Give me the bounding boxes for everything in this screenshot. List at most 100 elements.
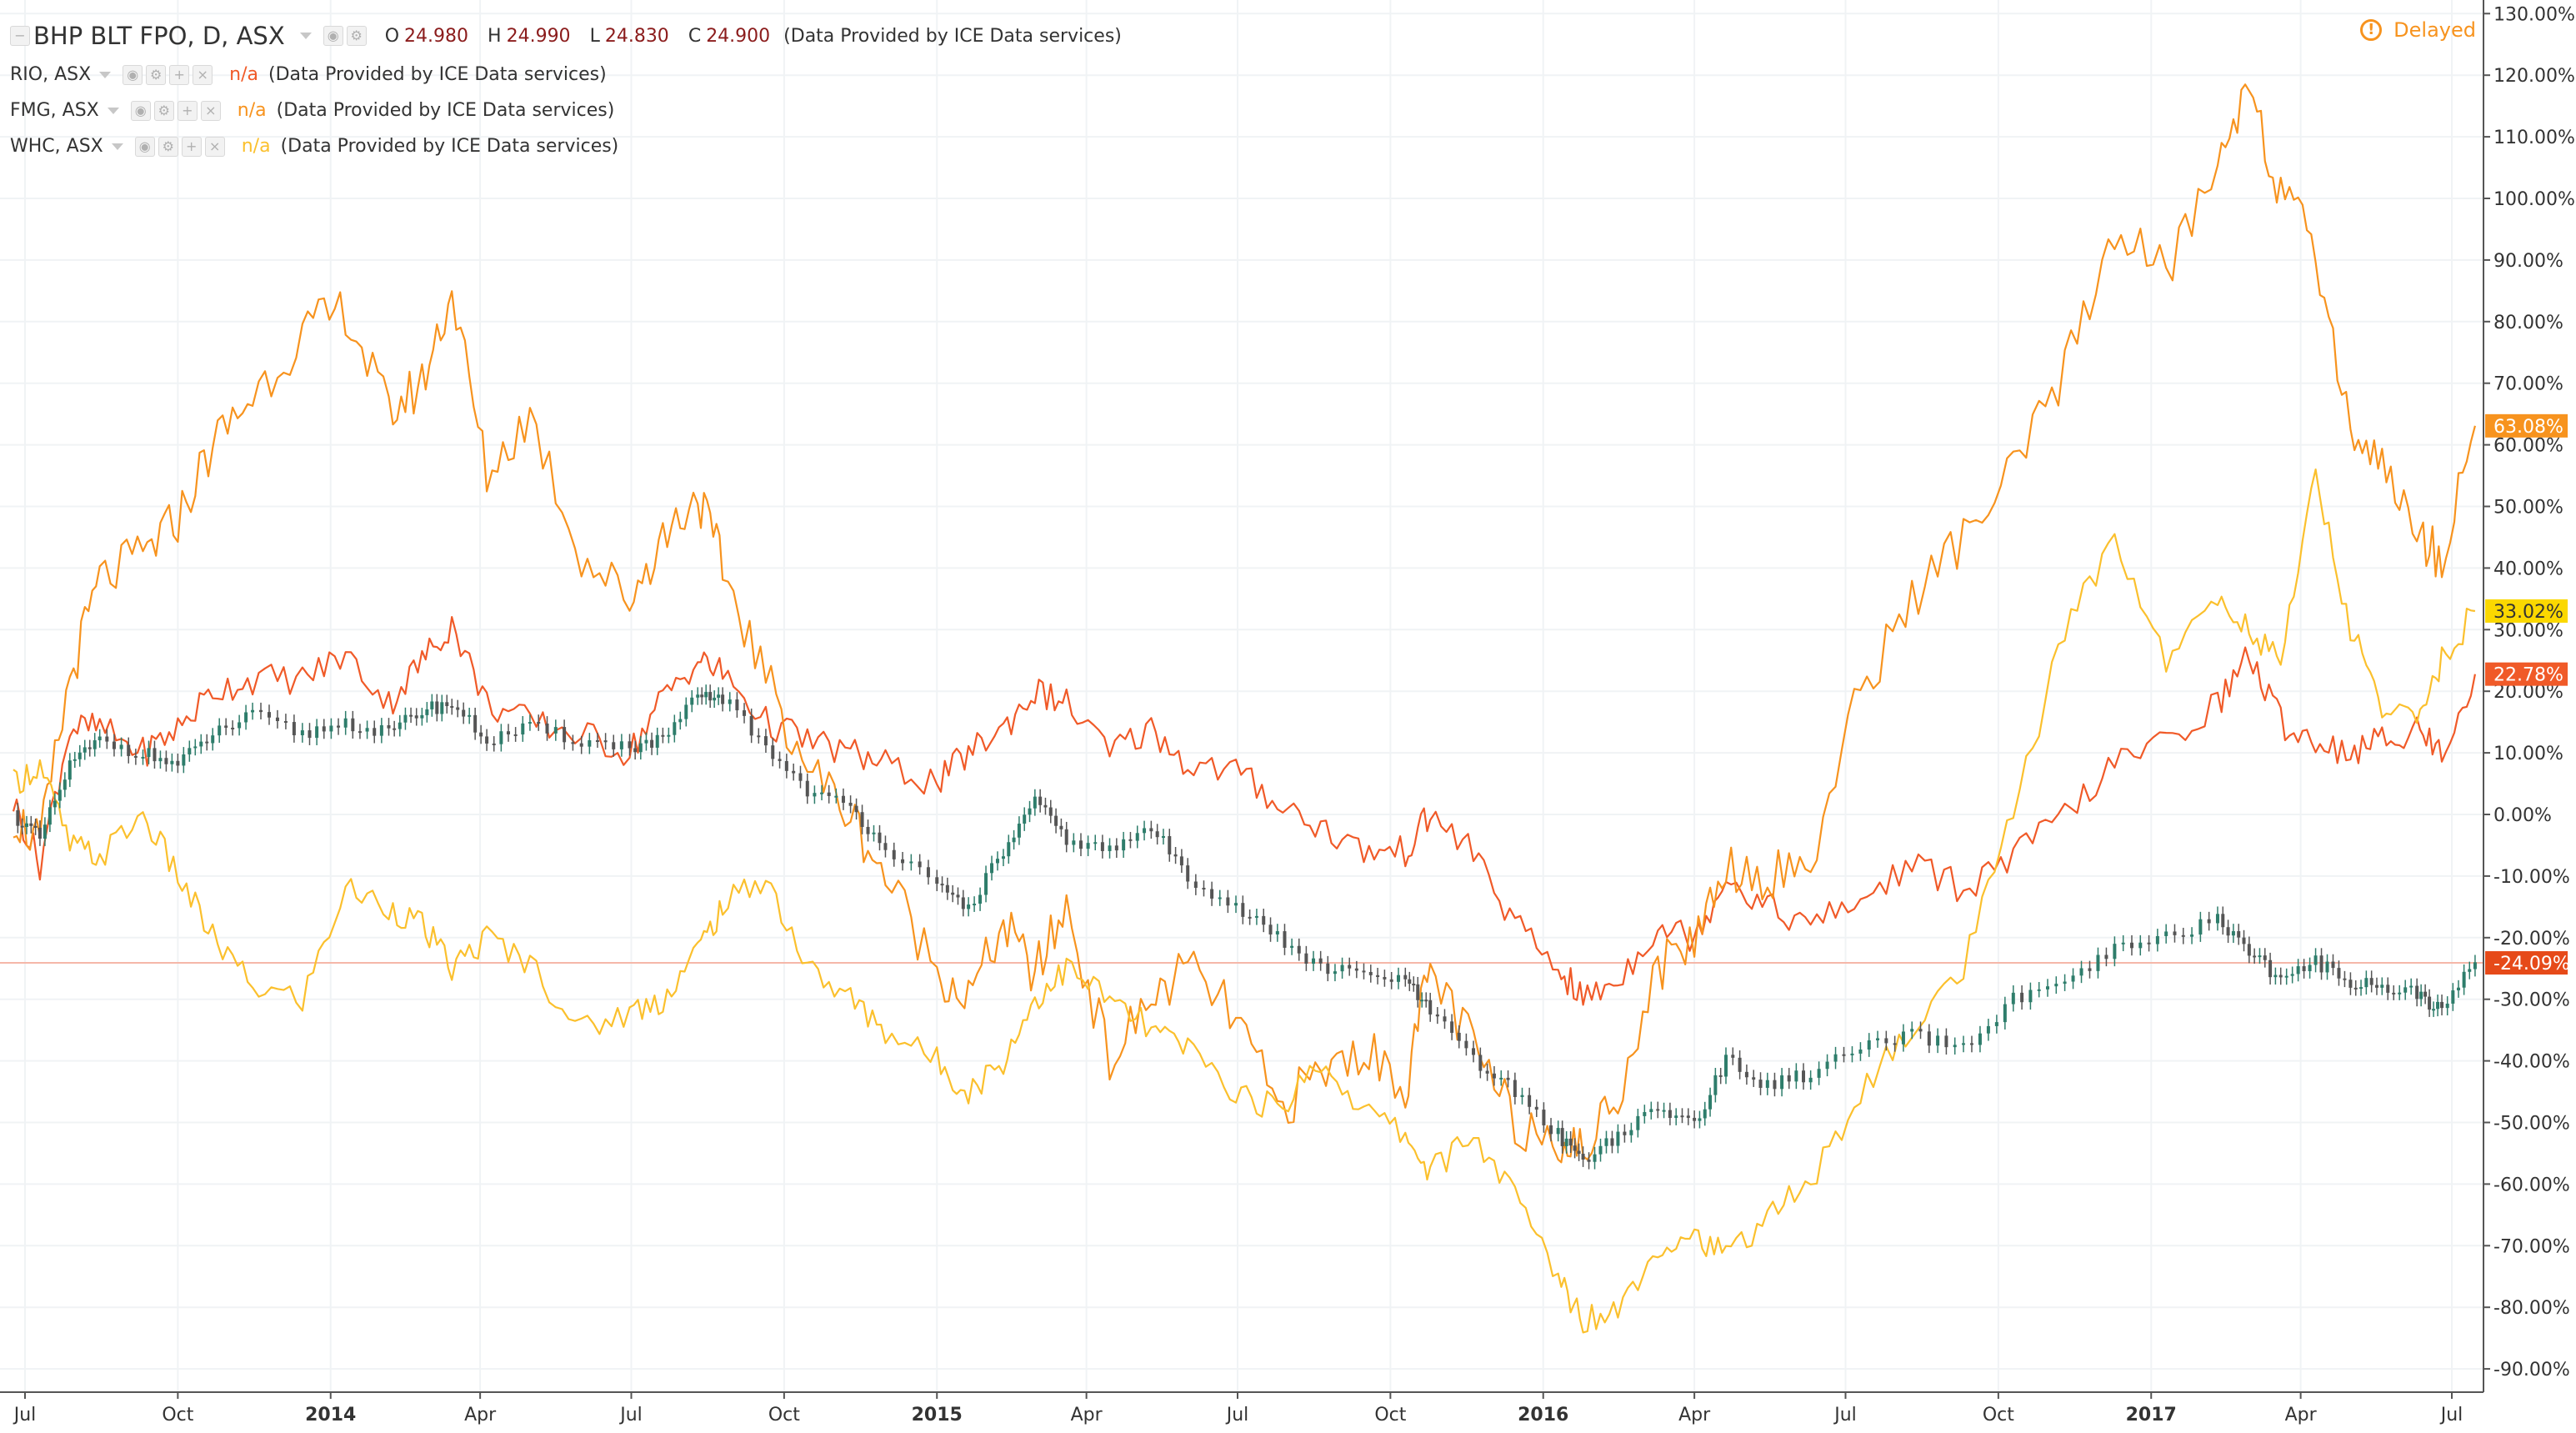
legend-symbol-rio[interactable]: RIO, ASX [10,64,92,85]
last-value-label: -24.09% [2485,951,2570,975]
candle-body [778,759,782,761]
add-icon[interactable]: + [177,100,198,121]
candle-body [1867,1040,1871,1050]
eye-icon[interactable]: ◉ [323,26,343,46]
legend-symbol-whc[interactable]: WHC, ASX [10,136,103,157]
candle-body [1738,1057,1742,1072]
candle-body [696,694,700,698]
add-icon[interactable]: + [169,64,190,85]
candle-body [218,725,222,736]
candle-body [1773,1080,1777,1090]
close-icon[interactable]: × [193,64,213,85]
candle-body [860,812,864,828]
candle-body [112,741,116,749]
add-icon[interactable]: + [181,136,202,157]
candle-body [673,722,677,735]
x-tick-label: Oct [1983,1405,2014,1425]
candle-body [1135,833,1139,841]
candle-body [1758,1080,1763,1088]
chevron-down-icon[interactable] [299,33,312,39]
series-line-fmg[interactable] [13,83,2476,1164]
candle-body [2337,968,2341,979]
candle-body [883,843,888,850]
candle-body [1893,1043,1897,1045]
legend-symbol-fmg[interactable]: FMG, ASX [10,100,99,121]
eye-icon[interactable]: ◉ [130,100,151,121]
candle-body [322,726,326,732]
candle-body [300,730,304,736]
candle-body [721,694,725,704]
legend-row-bhp[interactable]: − BHP BLT FPO, D, ASX ◉ ⚙ O 24.980 H 24.99… [10,15,1122,57]
candle-body [1581,1154,1585,1160]
candle-body [1007,842,1011,857]
candle-body [2258,955,2262,958]
candle-body [1368,971,1373,975]
candle-body [1794,1070,1798,1082]
settings-icon[interactable]: ⚙ [153,100,174,121]
candle-body [644,739,648,744]
legend-row-whc[interactable]: WHC, ASX ◉ ⚙ + × n/a (Data Provided by I… [10,128,1122,164]
x-tick-label: Apr [1678,1405,1711,1425]
candle-body [450,706,454,709]
candle-body [1969,1043,1973,1045]
candle-body [1568,1138,1573,1146]
last-value-text: 63.08% [2493,417,2563,438]
chevron-down-icon[interactable] [107,107,119,114]
chevron-down-icon[interactable] [99,71,112,78]
candle-body [430,701,434,709]
candle-body [2020,992,2024,1003]
candle-body [16,810,20,826]
candle-body [1420,1000,1424,1002]
candle-body [951,892,955,895]
candle-body [414,715,418,719]
delayed-status[interactable]: ! Delayed [2360,18,2476,42]
candle-body [2273,975,2278,978]
collapse-icon[interactable]: − [10,26,30,46]
x-tick-label: Jul [618,1405,643,1425]
series-line-whc[interactable] [13,468,2476,1334]
eye-icon[interactable]: ◉ [123,64,143,85]
settings-icon[interactable]: ⚙ [158,136,178,157]
legend-row-fmg[interactable]: FMG, ASX ◉ ⚙ + × n/a (Data Provided by I… [10,93,1122,128]
candle-body [1994,1022,1998,1026]
close-icon[interactable]: × [204,136,225,157]
candle-body [1348,965,1352,969]
candle-body [33,825,38,828]
candle-body [499,731,503,744]
candle-body [20,825,24,828]
candle-body [655,734,659,748]
candle-body [878,832,882,844]
candle-body [1424,1000,1428,1002]
close-icon[interactable]: × [200,100,221,121]
candle-body [1023,814,1027,824]
candle-body [1389,979,1393,982]
main-symbol-title[interactable]: BHP BLT FPO, D, ASX [33,22,285,50]
candle-body [935,877,939,884]
chevron-down-icon[interactable] [111,143,123,150]
candle-body [650,739,654,748]
candle-body [2088,968,2092,971]
candle-body [1218,897,1222,899]
settings-icon[interactable]: ⚙ [346,26,367,46]
candle-body [2263,955,2267,960]
candle-body [684,704,688,719]
settings-icon[interactable]: ⚙ [146,64,167,85]
series-line-rio[interactable] [12,616,2476,1006]
candle-body [1656,1109,1660,1111]
candle-body [872,832,876,834]
eye-icon[interactable]: ◉ [134,136,155,157]
candle-body [848,802,853,806]
candle-body [1318,958,1323,964]
y-tick-label: 90.00% [2493,251,2563,272]
candle-body [1598,1145,1603,1155]
candle-body [827,792,831,796]
legend-value-rio: n/a [229,64,259,85]
legend-row-rio[interactable]: RIO, ASX ◉ ⚙ + × n/a (Data Provided by I… [10,57,1122,93]
candle-body [1397,975,1401,982]
candle-body [244,712,248,723]
series-candles-bhp[interactable] [16,684,2477,1170]
candle-body [1155,831,1159,838]
